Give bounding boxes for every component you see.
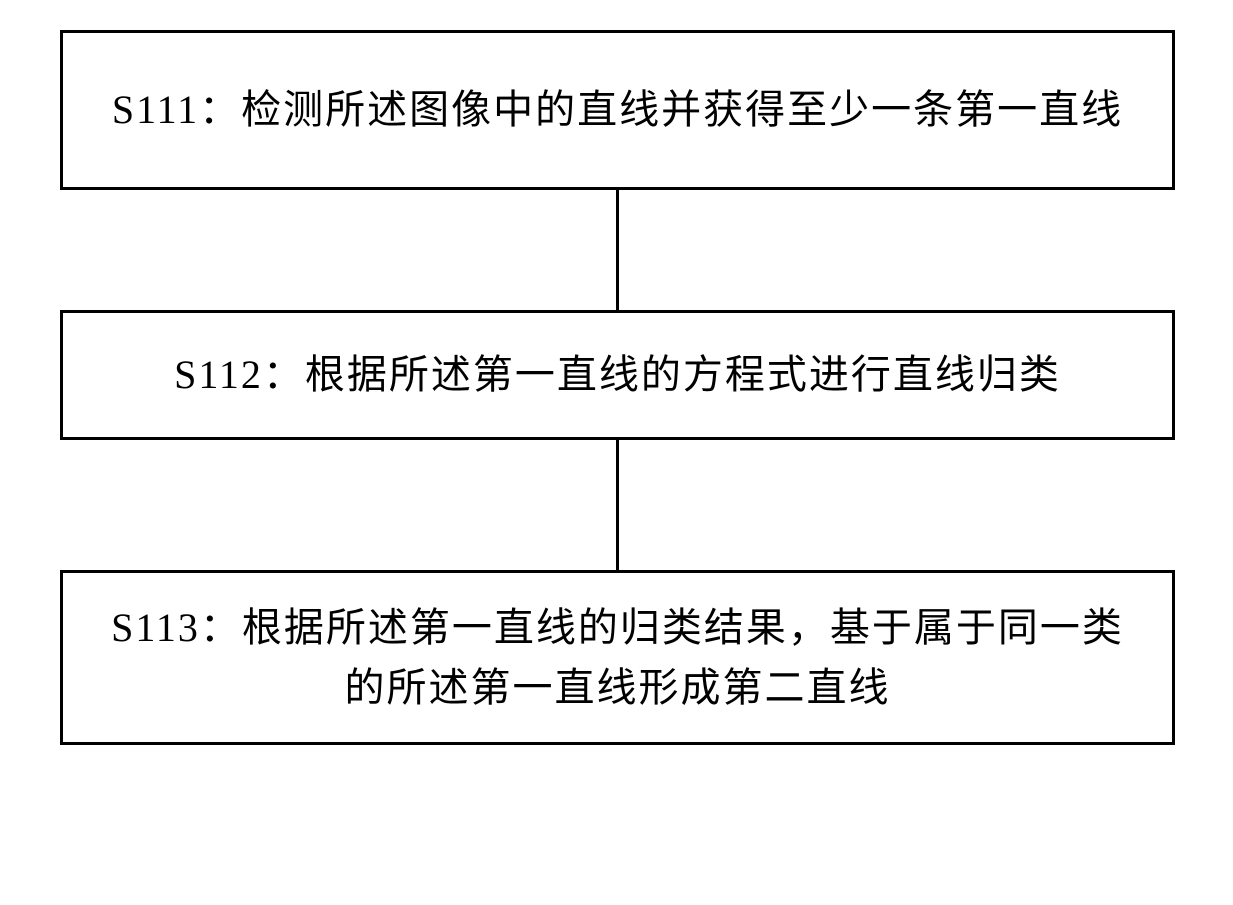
flow-step-s112: S112：根据所述第一直线的方程式进行直线归类 xyxy=(60,310,1175,440)
connector-s111-s112 xyxy=(616,190,619,310)
connector-s112-s113 xyxy=(616,440,619,570)
flow-step-s111-label: S111：检测所述图像中的直线并获得至少一条第一直线 xyxy=(112,80,1123,140)
flowchart-container: S111：检测所述图像中的直线并获得至少一条第一直线 S112：根据所述第一直线… xyxy=(60,30,1175,745)
flow-step-s111: S111：检测所述图像中的直线并获得至少一条第一直线 xyxy=(60,30,1175,190)
flow-step-s113-label: S113：根据所述第一直线的归类结果，基于属于同一类的所述第一直线形成第二直线 xyxy=(103,598,1132,718)
flow-step-s112-label: S112：根据所述第一直线的方程式进行直线归类 xyxy=(174,345,1061,405)
flow-step-s113: S113：根据所述第一直线的归类结果，基于属于同一类的所述第一直线形成第二直线 xyxy=(60,570,1175,745)
